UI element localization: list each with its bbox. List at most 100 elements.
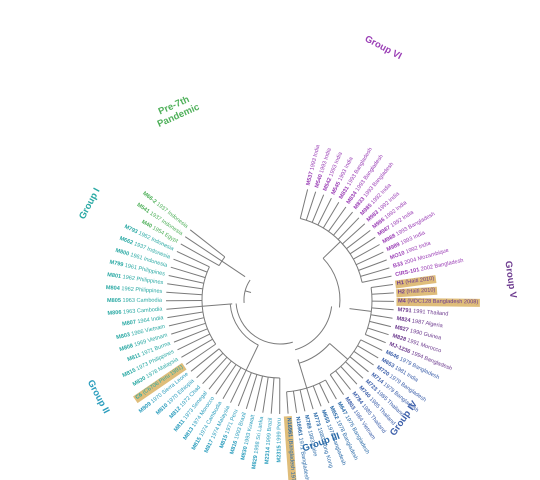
leaf-highlight-box [133, 362, 187, 404]
leaf-branch [166, 305, 203, 310]
leaf-id: M799 [109, 260, 125, 269]
leaf-id: M989 [386, 242, 403, 254]
leaf-branch [196, 352, 224, 379]
leaf-label: M824 1987 Algeria [396, 316, 444, 330]
leaf-id: M542 [323, 176, 334, 193]
leaf-branch [173, 258, 208, 273]
leaf-text: 1991 Thailand [413, 309, 449, 318]
clade-stem-pre7 [221, 260, 246, 278]
leaf-text: 1964 India [137, 316, 165, 326]
leaf-label: M2315 1999 Peru [277, 418, 283, 463]
clade-stem-group4 [329, 343, 349, 360]
leaf-highlight-box [394, 275, 437, 289]
clade-stem-group1 [202, 303, 233, 307]
backbone-arc [235, 303, 293, 345]
leaf-branch [305, 191, 317, 221]
leaf-branch [353, 350, 374, 366]
leaf-id: M4 [398, 299, 407, 305]
leaf-branch [317, 197, 332, 226]
tree-branches [165, 189, 395, 415]
leaf-branch [190, 348, 220, 372]
leaf-branch [173, 328, 208, 343]
leaf-id: M808 [119, 343, 136, 353]
group-label-group6: Group VI [363, 34, 404, 63]
leaf-highlight-box [396, 286, 438, 298]
leaf-branch [335, 370, 351, 390]
leaf-branch [342, 223, 366, 245]
leaf-branch [318, 382, 330, 404]
leaf-branch [357, 345, 379, 359]
leaf-branch [222, 367, 242, 399]
leaf-branch [325, 379, 337, 400]
leaf-branch [333, 211, 353, 236]
leaf-branch [170, 266, 206, 279]
leaf-branch [292, 390, 298, 413]
leaf-branch [171, 322, 206, 335]
leaf-text: 1987 Algeria [411, 319, 444, 330]
leaf-branch [167, 283, 203, 290]
leaf-branch [185, 343, 216, 365]
leaf-label: M789 1983 Zaire [302, 415, 317, 458]
leaf-branch [189, 229, 226, 258]
leaf-branch [369, 320, 392, 328]
clade-stem-group2 [245, 344, 259, 371]
leaf-branch [360, 267, 390, 277]
leaf-branch [299, 389, 306, 412]
backbone-arc [229, 303, 259, 346]
clade-stem-group3 [297, 359, 308, 389]
leaf-branch [355, 251, 384, 266]
clade-arc-group3 [286, 379, 326, 393]
leaf-id: M773 [311, 412, 321, 429]
leaf-branch [346, 230, 371, 250]
leaf-branch [349, 236, 376, 255]
leaf-id: M807 [122, 320, 138, 328]
leaf-id: M540 [315, 172, 326, 189]
leaf-branch [311, 194, 325, 223]
leaf-branch [361, 275, 392, 283]
clade-arc-group1 [201, 266, 217, 345]
root-branch [245, 290, 252, 293]
leaf-id: M2315 [277, 444, 283, 463]
leaf-branch [328, 206, 347, 232]
highlighted-leaf-label: H2 (Haiti 2010) [398, 288, 436, 296]
group-label-group1: Group I [77, 186, 103, 221]
leaf-text: 1999 Brazil [266, 417, 274, 445]
leaf-branch [181, 338, 213, 358]
leaf-branch [358, 259, 387, 271]
leaf-id: M805 [107, 298, 123, 304]
leaf-label: M806 1963 Cambodia [107, 307, 163, 317]
leaf-id: CIRS-101 [395, 267, 422, 278]
leaf-id: N16961 [285, 418, 292, 440]
leaf-branch [168, 317, 205, 327]
backbone-arc [322, 257, 341, 308]
leaf-id: M791 [397, 308, 413, 315]
leaf-branch [367, 327, 389, 336]
leaf-text: 1963 Cambodia [123, 307, 164, 316]
leaf-id: M828 [391, 334, 408, 344]
backbone-arc [299, 343, 331, 364]
leaf-id: N16961 [294, 416, 303, 438]
leaf-branch [202, 356, 228, 385]
leaf-id: M789 [302, 415, 311, 431]
leaf-branch [322, 202, 340, 229]
leaf-highlight-box [396, 297, 480, 307]
leaf-id: M829 [252, 453, 260, 469]
leaf-id: H1 [397, 280, 406, 287]
leaf-label: M791 1991 Thailand [397, 308, 448, 318]
leaf-id: M804 [106, 286, 122, 293]
leaf-id: M815 [219, 433, 230, 450]
leaf-id: M803 [116, 332, 133, 341]
leaf-id: MO10 [390, 250, 408, 262]
leaf-branch [353, 244, 380, 260]
leaf-branch [371, 284, 393, 288]
leaf-id: M662 [118, 236, 135, 247]
leaf-text: (Haiti 2010) [405, 276, 435, 286]
leaf-id: H2 [398, 290, 407, 297]
leaf-branch [262, 377, 269, 413]
leaf-id: C6 [135, 392, 146, 402]
leaf-branch [286, 391, 289, 414]
leaf-id: M811 [127, 352, 143, 363]
leaf-label: M801 1962 Philippines [107, 273, 164, 287]
clade-stem-group5 [349, 308, 372, 312]
leaf-id: B33 [392, 261, 405, 270]
